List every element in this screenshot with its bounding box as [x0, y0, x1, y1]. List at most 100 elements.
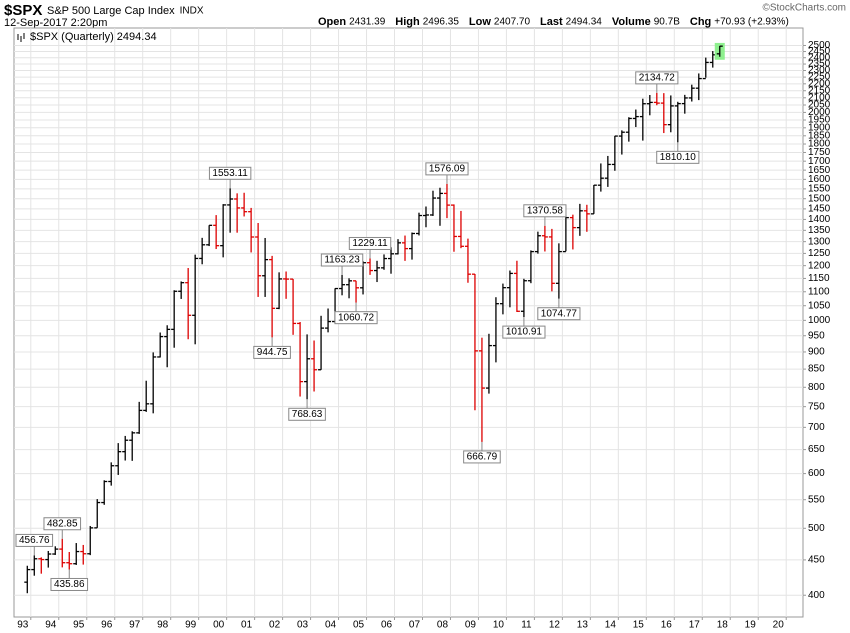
index-name: S&P 500 Large Cap Index	[47, 5, 175, 17]
stat-label: Volume	[612, 16, 651, 28]
x-tick-label: 18	[717, 620, 729, 631]
annotation-label: 435.86	[54, 579, 85, 590]
x-tick-label: 01	[241, 620, 253, 631]
stat-label: Low	[469, 16, 491, 28]
y-tick-label: 1500	[808, 193, 831, 204]
x-tick-label: 13	[577, 620, 589, 631]
y-tick-label: 1950	[808, 115, 831, 126]
credit: ©StockCharts.com	[762, 3, 846, 14]
x-tick-label: 06	[381, 620, 393, 631]
x-tick-label: 07	[409, 620, 421, 631]
annotation-label: 666.79	[467, 452, 498, 463]
legend-text: $SPX (Quarterly) 2494.34	[30, 31, 157, 43]
annotation-label: 1074.77	[541, 308, 578, 319]
y-tick-label: 500	[808, 523, 825, 534]
annotation-box	[425, 162, 469, 176]
annotation-label: 1163.23	[324, 255, 360, 266]
plot-frame	[13, 27, 804, 618]
y-tick-label: 1700	[808, 156, 831, 167]
y-tick-label: 1200	[808, 260, 831, 271]
x-tick-label: 14	[605, 620, 617, 631]
annotation-label: 1576.09	[429, 164, 466, 175]
y-tick-label: 2050	[808, 100, 831, 111]
x-tick-label: 93	[17, 620, 29, 631]
x-tick-label: 03	[297, 620, 309, 631]
annotation-label: 1010.91	[506, 327, 543, 338]
x-tick-label: 17	[689, 620, 701, 631]
y-tick-label: 2450	[808, 46, 831, 57]
annotation-box	[537, 307, 581, 321]
y-tick-label: 1300	[808, 236, 831, 247]
y-tick-label: 700	[808, 422, 825, 433]
annotation-label: 2134.72	[639, 73, 676, 84]
y-tick-label: 1400	[808, 214, 831, 225]
x-tick-label: 04	[325, 620, 337, 631]
y-tick-label: 1250	[808, 248, 831, 259]
x-tick-label: 00	[213, 620, 225, 631]
y-tick-label: 1800	[808, 139, 831, 150]
annotation-label: 1810.10	[660, 152, 697, 163]
stat-value: 2407.70	[494, 17, 531, 28]
annotation-box	[523, 204, 567, 218]
annotation-box	[288, 407, 326, 421]
y-tick-label: 650	[808, 444, 825, 455]
legend-icon	[17, 33, 25, 42]
annotations: 456.76 482.85 435.86 1553.11 944.75 768.63 116…	[15, 71, 700, 591]
y-tick-label: 1000	[808, 315, 831, 326]
y-tick-label: 600	[808, 468, 825, 479]
y-tick-label: 850	[808, 364, 825, 375]
y-tick-label: 1150	[808, 273, 830, 284]
annotation-label: 1229.11	[352, 238, 388, 249]
y-tick-label: 1850	[808, 130, 831, 141]
y-tick-label: 1600	[808, 174, 831, 185]
y-tick-label: 2150	[808, 85, 831, 96]
annotation-box	[320, 253, 364, 267]
legend: $SPX (Quarterly) 2494.34	[17, 31, 157, 43]
y-tick-label: 2350	[808, 59, 831, 70]
stats: Open 2431.39 High 2496.35 Low 2407.70 Last 2494…	[318, 16, 789, 28]
x-tick-label: 20	[773, 620, 785, 631]
y-tick-label: 900	[808, 347, 825, 358]
y-tick-label: 1450	[808, 204, 831, 215]
y-tick-label: 1050	[808, 300, 831, 311]
annotation-box	[502, 325, 546, 339]
stat-value: 2494.34	[566, 17, 603, 28]
annotation-box	[253, 345, 291, 359]
y-tick-label: 550	[808, 494, 825, 505]
y-tick-label: 1550	[808, 184, 831, 195]
y-tick-label: 1350	[808, 225, 831, 236]
date: 12-Sep-2017 2:20pm	[4, 17, 107, 29]
y-tick-label: 2250	[808, 72, 831, 83]
x-tick-label: 96	[101, 620, 113, 631]
annotation-box	[15, 533, 54, 547]
x-tick-label: 08	[437, 620, 449, 631]
x-tick-label: 02	[269, 620, 281, 631]
y-tick-label: 950	[808, 330, 825, 341]
y-tick-label: 1650	[808, 165, 831, 176]
x-tick-label: 15	[633, 620, 645, 631]
x-tick-label: 11	[521, 620, 532, 631]
annotation-label: 456.76	[19, 535, 50, 546]
stat-value: 2496.35	[423, 17, 460, 28]
y-tick-label: 2300	[808, 65, 831, 76]
stat-label: High	[395, 16, 420, 28]
y-tick-label: 1100	[808, 286, 830, 297]
symbol: $SPX	[4, 2, 42, 19]
grid	[14, 28, 803, 617]
y-tick-label: 2200	[808, 78, 831, 89]
stat-value: 90.7B	[654, 17, 680, 28]
x-tick-label: 99	[185, 620, 197, 631]
stat-value: 2431.39	[349, 17, 386, 28]
x-tick-label: 12	[549, 620, 561, 631]
x-tick-label: 95	[73, 620, 85, 631]
x-tick-label: 10	[493, 620, 505, 631]
annotation-label: 944.75	[257, 347, 288, 358]
stat-value: +70.93 (+2.93%)	[714, 17, 789, 28]
y-tick-label: 400	[808, 590, 825, 601]
annotation-box	[334, 311, 378, 325]
annotation-box	[43, 517, 82, 531]
x-tick-label: 16	[661, 620, 673, 631]
y-tick-label: 2000	[808, 107, 831, 118]
